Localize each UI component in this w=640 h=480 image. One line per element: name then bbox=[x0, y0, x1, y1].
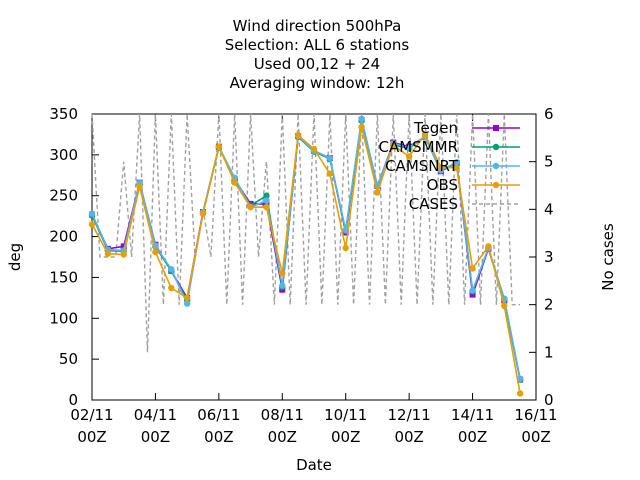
data-point bbox=[453, 159, 460, 166]
data-point bbox=[88, 210, 96, 217]
x-tick-label: 00Z bbox=[521, 428, 550, 446]
title-line: Selection: ALL 6 stations bbox=[225, 36, 410, 54]
data-point bbox=[310, 145, 318, 153]
y2-axis-label: No cases bbox=[599, 223, 617, 291]
x-tick-label: 04/11 bbox=[134, 406, 177, 424]
y2-tick-label: 3 bbox=[544, 248, 554, 266]
y2-tick-label: 0 bbox=[544, 391, 554, 409]
data-point bbox=[247, 203, 254, 211]
data-point bbox=[374, 189, 381, 196]
legend-marker bbox=[492, 162, 500, 170]
y-tick-label: 200 bbox=[49, 228, 78, 246]
legend-label: OBS bbox=[427, 176, 458, 194]
y2-tick-label: 4 bbox=[544, 200, 554, 218]
y-tick-label: 350 bbox=[49, 105, 78, 123]
y-tick-label: 250 bbox=[49, 187, 78, 205]
x-tick-label: 00Z bbox=[458, 428, 487, 446]
data-point bbox=[485, 243, 492, 250]
data-point bbox=[453, 164, 460, 172]
data-point bbox=[183, 294, 191, 302]
legend-label: CAMSNRT bbox=[385, 157, 459, 175]
y2-tick-label: 1 bbox=[544, 343, 554, 361]
y-tick-label: 50 bbox=[59, 350, 78, 368]
y-axis-label: deg bbox=[6, 243, 24, 271]
x-tick-label: 12/11 bbox=[388, 406, 431, 424]
x-tick-label: 02/11 bbox=[70, 406, 113, 424]
axes: 0 50 100 150 200 250 300 350 0 1 2 3 4 5 6 02/11 00Z 04/1… bbox=[49, 105, 557, 446]
data-point bbox=[469, 291, 476, 298]
y2-tick-label: 6 bbox=[544, 105, 554, 123]
data-point bbox=[405, 144, 413, 151]
data-point bbox=[231, 179, 238, 186]
data-point bbox=[263, 192, 270, 199]
data-point bbox=[263, 197, 270, 204]
data-point bbox=[501, 302, 508, 310]
series-line-obs bbox=[91, 126, 521, 394]
data-point bbox=[168, 284, 175, 292]
data-point bbox=[120, 243, 127, 250]
cases-series bbox=[91, 113, 521, 353]
x-tick-label: 00Z bbox=[394, 428, 423, 446]
y-tick-label: 300 bbox=[49, 146, 78, 164]
plot-frame bbox=[91, 113, 537, 401]
data-point bbox=[183, 300, 191, 307]
data-point bbox=[469, 287, 476, 294]
data-point bbox=[294, 132, 302, 139]
title-line: Used 00,12 + 24 bbox=[254, 55, 380, 73]
y-tick-label: 150 bbox=[49, 268, 78, 286]
data-point bbox=[215, 143, 223, 150]
data-point bbox=[390, 141, 397, 149]
y-tick-label: 100 bbox=[49, 309, 78, 327]
data-point bbox=[421, 131, 429, 138]
y-tick-label: 0 bbox=[68, 391, 78, 409]
data-point bbox=[104, 250, 112, 257]
legend-marker bbox=[492, 143, 500, 151]
series-line-cases bbox=[91, 113, 521, 353]
legend-marker bbox=[492, 181, 500, 189]
data-point bbox=[88, 221, 96, 228]
x-tick-label: 00Z bbox=[268, 428, 297, 446]
y2-tick-label: 5 bbox=[544, 153, 554, 171]
x-axis-label: Date bbox=[296, 456, 332, 474]
legend-label: CAMSMMR bbox=[378, 138, 458, 156]
data-point bbox=[326, 170, 334, 177]
data-point bbox=[136, 183, 143, 190]
data-point bbox=[279, 282, 286, 289]
x-tick-label: 00Z bbox=[331, 428, 360, 446]
legend-marker bbox=[493, 125, 499, 131]
data-point bbox=[342, 244, 349, 252]
data-point bbox=[168, 266, 175, 273]
x-tick-label: 14/11 bbox=[451, 406, 494, 424]
data-point bbox=[263, 203, 270, 211]
series-line-camsnrt bbox=[91, 118, 521, 379]
data-point bbox=[326, 154, 334, 162]
y2-tick-label: 2 bbox=[544, 296, 554, 314]
data-point bbox=[279, 270, 286, 277]
data-point bbox=[516, 390, 524, 397]
data-point bbox=[405, 153, 413, 160]
x-tick-label: 00Z bbox=[141, 428, 170, 446]
x-tick-label: 00Z bbox=[204, 428, 233, 446]
data-point bbox=[358, 123, 365, 131]
legend-label: Tegen bbox=[413, 119, 458, 137]
x-tick-label: 00Z bbox=[77, 428, 106, 446]
data-point bbox=[469, 265, 476, 272]
data-point bbox=[516, 375, 524, 382]
x-tick-label: 16/11 bbox=[514, 406, 557, 424]
x-tick-label: 10/11 bbox=[324, 406, 367, 424]
x-tick-label: 06/11 bbox=[197, 406, 240, 424]
data-point bbox=[358, 115, 365, 123]
data-point bbox=[152, 248, 159, 256]
data-point bbox=[437, 163, 445, 171]
title-line: Wind direction 500hPa bbox=[233, 17, 402, 35]
x-tick-label: 08/11 bbox=[261, 406, 304, 424]
data-point bbox=[199, 210, 207, 217]
legend-label: CASES bbox=[409, 195, 458, 213]
data-point bbox=[120, 251, 127, 258]
title-line: Averaging window: 12h bbox=[230, 74, 405, 92]
data-series bbox=[88, 115, 524, 397]
